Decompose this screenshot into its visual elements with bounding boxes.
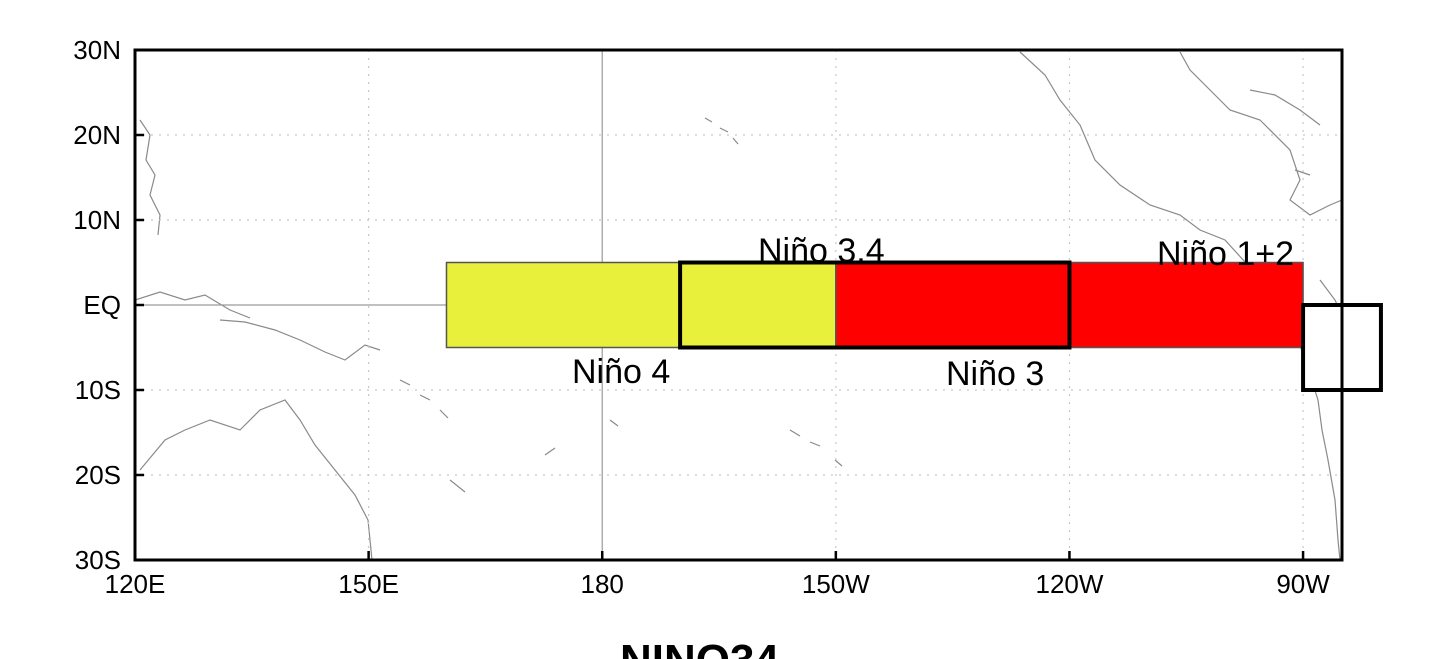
region-nino4: [445, 261, 837, 349]
y-tick-label-4: 10S: [75, 375, 121, 405]
y-tick-label-3: EQ: [83, 290, 121, 320]
coastline-gulf: [1179, 51, 1342, 216]
coastline-philippines: [139, 119, 161, 236]
axis-ticks: 120E 150E 180 150W 120W 90W 30N 20N 10N EQ 10S 20S 3…: [73, 35, 1330, 599]
coastline-australia: [139, 399, 373, 560]
x-tick-label-2: 180: [581, 569, 624, 599]
label-nino34: Niño 3.4: [758, 232, 885, 270]
label-nino4: Niño 4: [572, 353, 670, 391]
coastline-islands-1: [399, 379, 449, 419]
y-tick-label-5: 20S: [75, 460, 121, 490]
y-tick-label-1: 20N: [73, 120, 121, 150]
coastline-new-guinea: [219, 319, 381, 361]
coastline-polynesia: [789, 429, 843, 467]
x-tick-label-3: 150W: [802, 569, 870, 599]
y-tick-label-0: 30N: [73, 35, 121, 65]
coastline-hawaii: [704, 117, 739, 145]
label-nino12: Niño 1+2: [1157, 235, 1294, 273]
label-nino3: Niño 3: [946, 355, 1044, 393]
x-tick-label-5: 90W: [1276, 569, 1330, 599]
coastline-caribbean: [1249, 89, 1321, 176]
y-tick-label-6: 30S: [75, 545, 121, 575]
x-tick-label-1: 150E: [338, 569, 399, 599]
x-tick-label-4: 120W: [1035, 569, 1103, 599]
x-tick-label-0: 120E: [105, 569, 166, 599]
footer-title: NINO34: [620, 636, 779, 659]
y-tick-label-2: 10N: [73, 205, 121, 235]
coastline-islands-2: [449, 419, 619, 493]
coastline-borneo: [135, 291, 251, 319]
region-nino34: [678, 260, 1072, 350]
